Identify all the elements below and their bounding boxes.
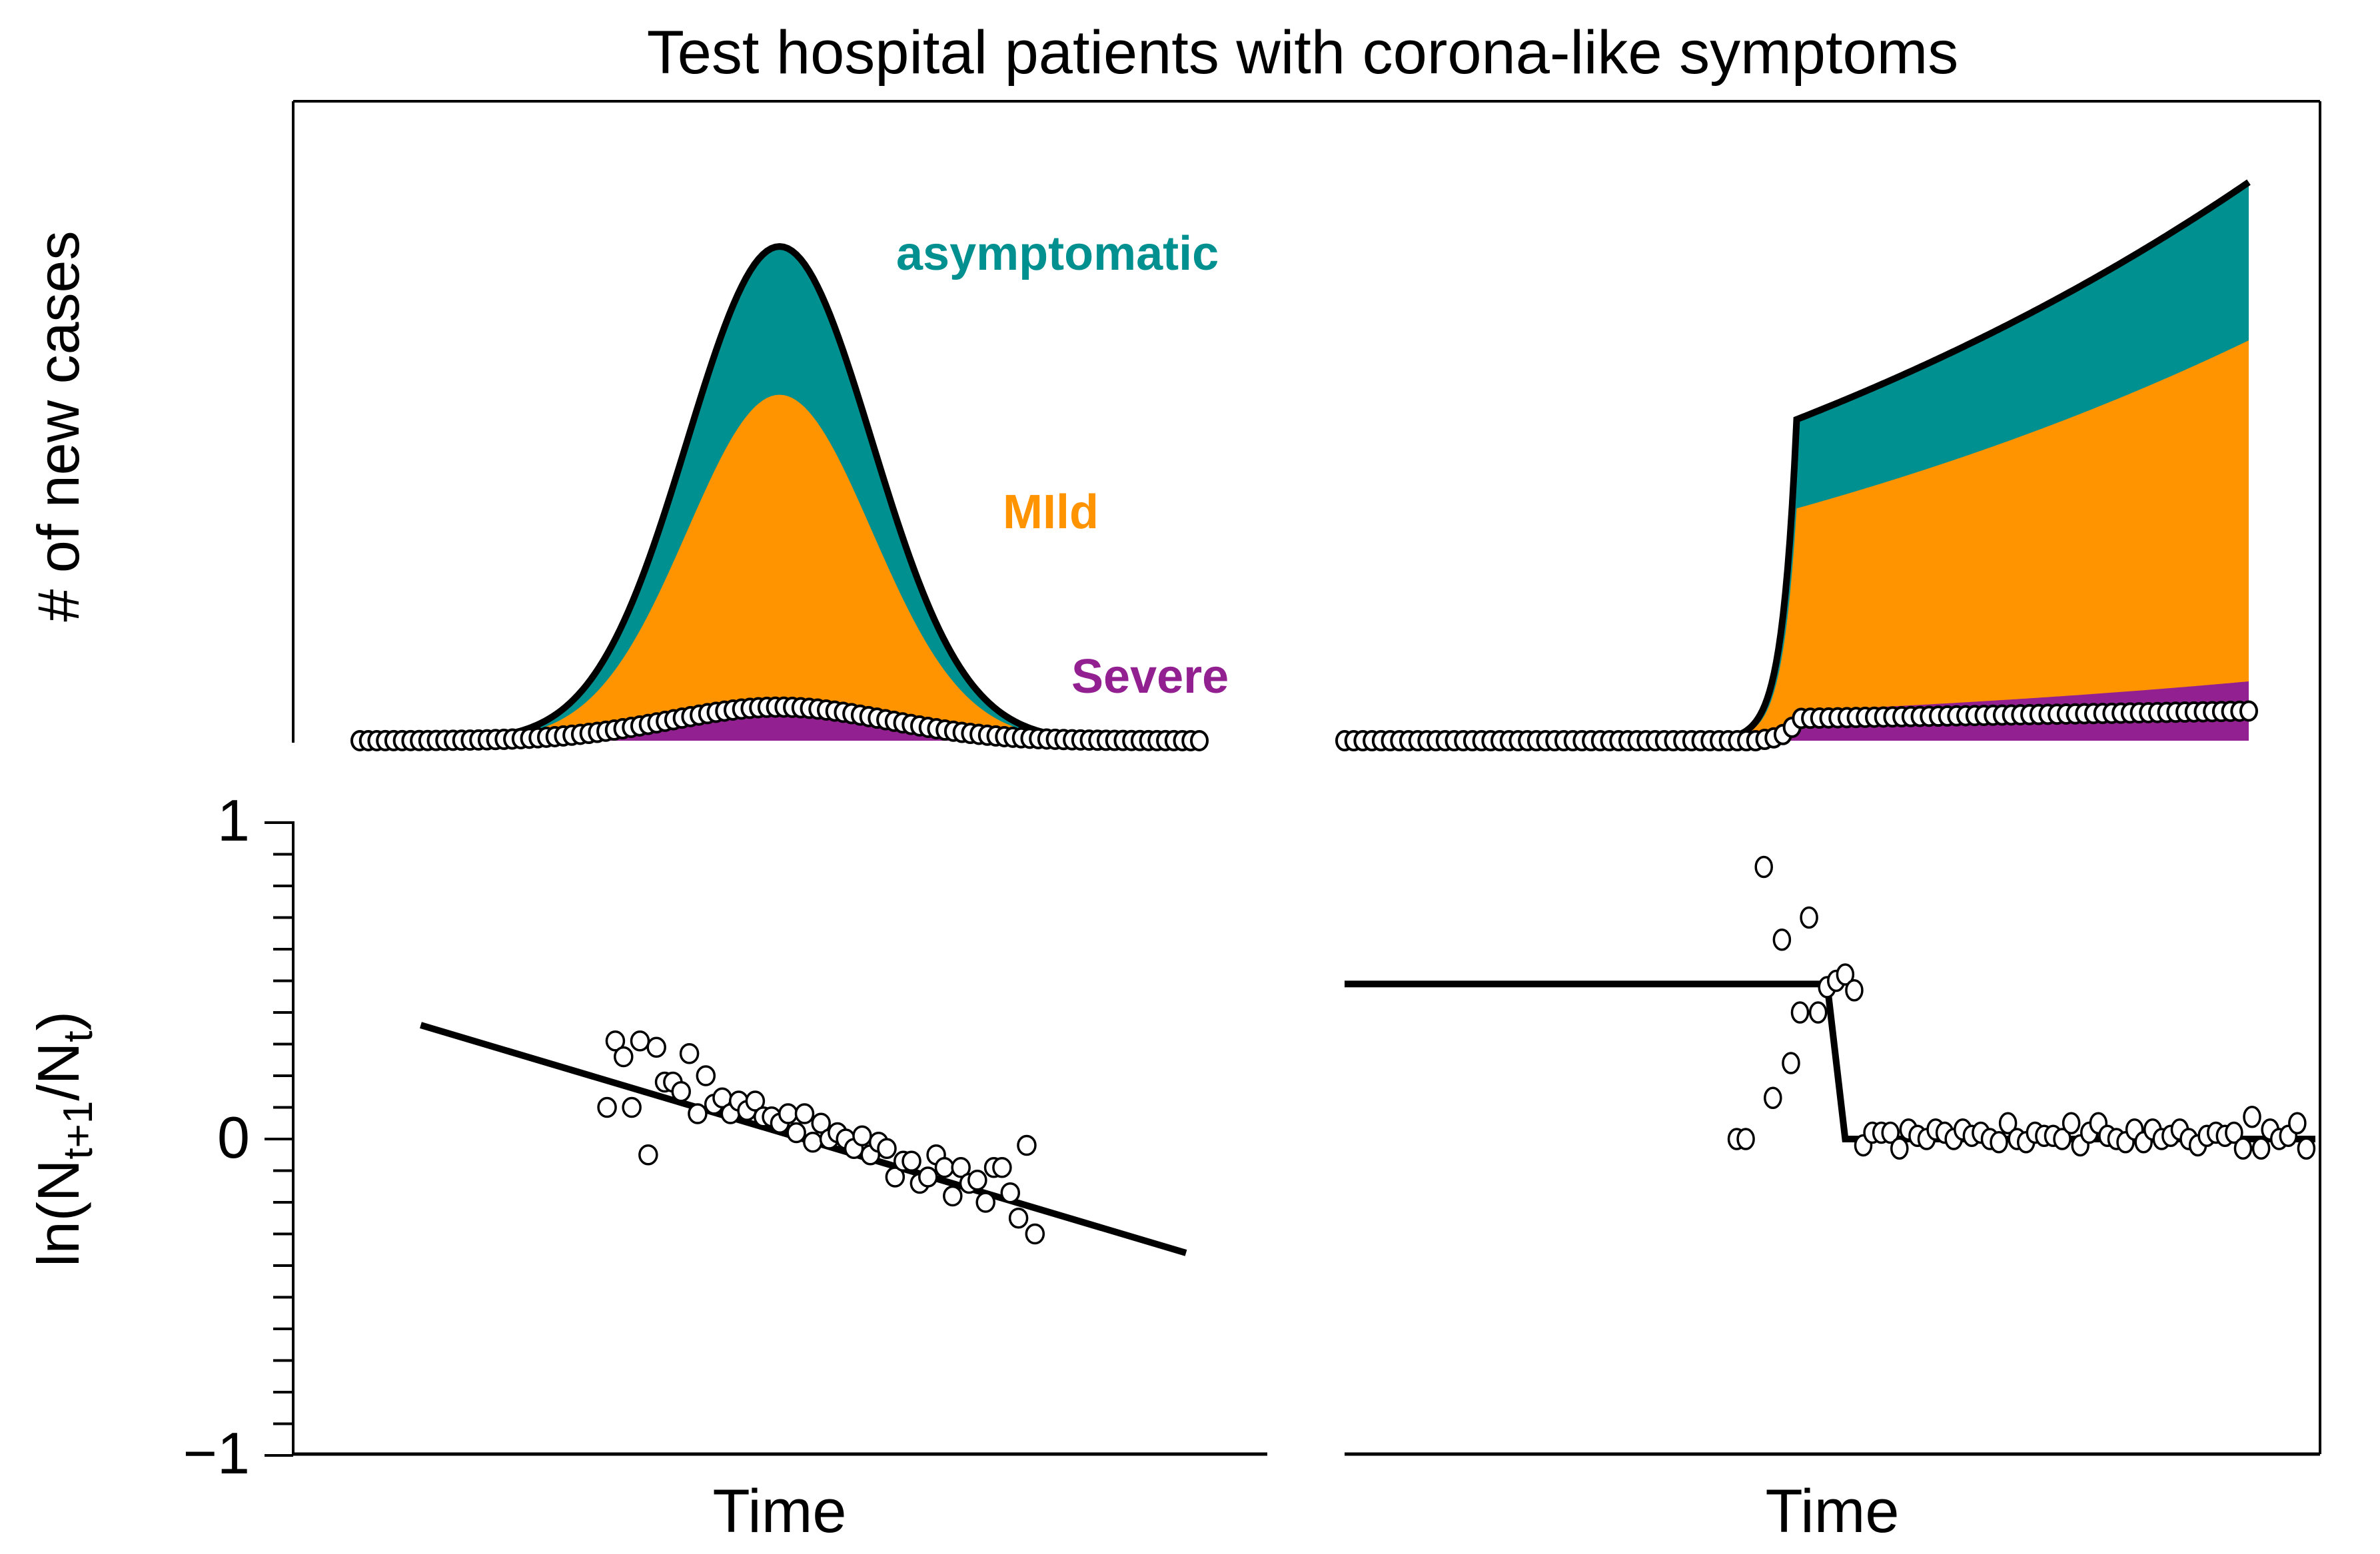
scatter-point <box>918 1166 938 1188</box>
scatter-point <box>1754 855 1773 879</box>
y-tick-label-minus1: −1 <box>183 1420 250 1486</box>
scatter-point <box>2297 1137 2316 1160</box>
panel-top-right <box>1335 179 2258 751</box>
scatter-point <box>2251 1137 2271 1160</box>
scatter-point <box>622 1096 642 1118</box>
figure-title: Test hospital patients with corona-like … <box>647 19 1959 87</box>
scatter-point <box>1736 1128 1755 1150</box>
scatter-point <box>885 1166 905 1188</box>
scatter-point <box>1790 1001 1810 1024</box>
ylabel-sub-t1: t+1 <box>55 1101 101 1160</box>
y-tick-label-1: 1 <box>217 787 250 853</box>
scatter-point <box>852 1125 872 1146</box>
y-tick-label-0: 0 <box>217 1104 250 1170</box>
scatter-point <box>2243 1106 2261 1128</box>
y-axis-label-bottom: ln(Nt+1/Nt) <box>25 1011 101 1267</box>
ylabel-sub-t: t <box>55 1030 101 1042</box>
scatter-point <box>901 1150 921 1172</box>
label-mild: MIld <box>1003 486 1099 539</box>
scatter-point <box>2288 1112 2307 1134</box>
x-axis-label-right: Time <box>1765 1477 1899 1545</box>
total-cases-outline <box>1688 179 2251 744</box>
scatter-point <box>934 1157 955 1178</box>
step-fit-line <box>1345 980 2315 1142</box>
scatter-point <box>614 1046 634 1068</box>
scatter-point <box>778 1103 798 1124</box>
panel-top-left: asymptomatic MIld Severe <box>350 227 1229 751</box>
scatter-point <box>794 1103 815 1124</box>
area-severe <box>360 703 1199 741</box>
ylabel-part-end: ) <box>25 1011 91 1030</box>
label-severe: Severe <box>1071 650 1229 703</box>
panel-bottom-right <box>1345 855 2320 1456</box>
scatter-point <box>1772 929 1792 951</box>
scatter-point <box>1008 1208 1029 1229</box>
scatter-point <box>630 1030 650 1052</box>
y-axis-label-top: # of new cases <box>25 231 91 622</box>
scatter-point <box>811 1112 831 1134</box>
scatter-point <box>786 1122 806 1144</box>
scatter-point <box>638 1144 658 1166</box>
scatter-point <box>967 1170 987 1191</box>
figure-frame <box>292 100 2321 1454</box>
scatter-point <box>1881 1121 1900 1144</box>
observed-point <box>2239 700 2258 722</box>
x-axis-label-left: Time <box>712 1477 846 1545</box>
scatter-point <box>943 1185 963 1207</box>
scatter-point <box>696 1065 716 1086</box>
scatter-point <box>1017 1134 1037 1156</box>
panel-bottom-left: 1 0 −1 <box>183 787 1267 1486</box>
scatter-point <box>1782 1052 1800 1074</box>
scatter-point <box>1808 1001 1828 1024</box>
scatter-point <box>1836 963 1855 986</box>
scatter-point <box>688 1103 708 1124</box>
scatter-point <box>671 1081 691 1102</box>
scatter-point <box>2233 1137 2253 1160</box>
scatter-point <box>2062 1112 2081 1134</box>
scatter-point <box>2053 1128 2072 1150</box>
scatter-point <box>1990 1131 2008 1154</box>
scatter-point <box>745 1090 766 1112</box>
scatter-point <box>605 1030 626 1052</box>
scatter-point <box>1025 1223 1045 1245</box>
scatter-point <box>803 1132 823 1153</box>
scatter-point <box>951 1157 971 1178</box>
scatter-point <box>975 1192 995 1213</box>
scatter-point <box>2225 1121 2243 1144</box>
scatter-point <box>877 1138 897 1159</box>
scatter-point <box>1800 906 1818 929</box>
scatter-point <box>1998 1112 2018 1134</box>
scatter-point <box>1845 979 1864 1002</box>
scatter-point <box>679 1043 700 1064</box>
observed-point <box>1190 729 1209 751</box>
label-asymptomatic: asymptomatic <box>896 227 1219 280</box>
ylabel-part-mid: /N <box>25 1042 91 1101</box>
scatter-point <box>992 1157 1012 1178</box>
scatter-point <box>1890 1137 1909 1160</box>
scatter-point <box>1000 1182 1020 1204</box>
scatter-point <box>1764 1086 1782 1109</box>
ylabel-part-ln: ln(N <box>25 1160 91 1267</box>
area-mild <box>1688 340 2249 741</box>
area-mild <box>360 394 1199 741</box>
scatter-point <box>597 1096 617 1118</box>
scatter-point <box>646 1036 666 1058</box>
